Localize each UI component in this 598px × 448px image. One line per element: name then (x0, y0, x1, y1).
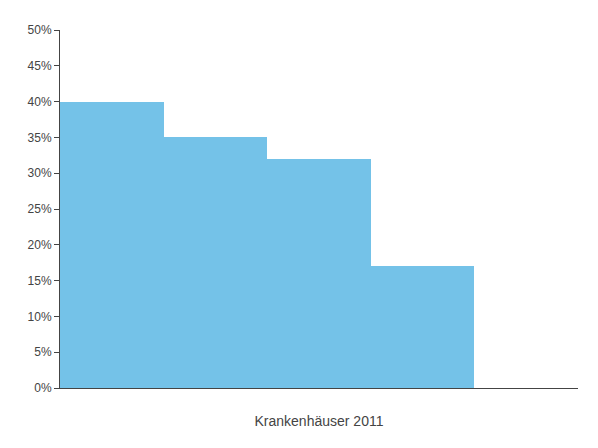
svg-text:45%: 45% (28, 59, 52, 73)
svg-text:20%: 20% (28, 238, 52, 252)
svg-text:25%: 25% (28, 202, 52, 216)
svg-text:40%: 40% (28, 95, 52, 109)
svg-text:10%: 10% (28, 310, 52, 324)
svg-text:0%: 0% (34, 381, 52, 395)
svg-text:Krankenhäuser 2011: Krankenhäuser 2011 (255, 413, 384, 429)
svg-text:5%: 5% (34, 345, 52, 359)
svg-text:50%: 50% (28, 23, 52, 37)
svg-text:15%: 15% (28, 274, 52, 288)
svg-text:30%: 30% (28, 166, 52, 180)
svg-text:35%: 35% (28, 131, 52, 145)
